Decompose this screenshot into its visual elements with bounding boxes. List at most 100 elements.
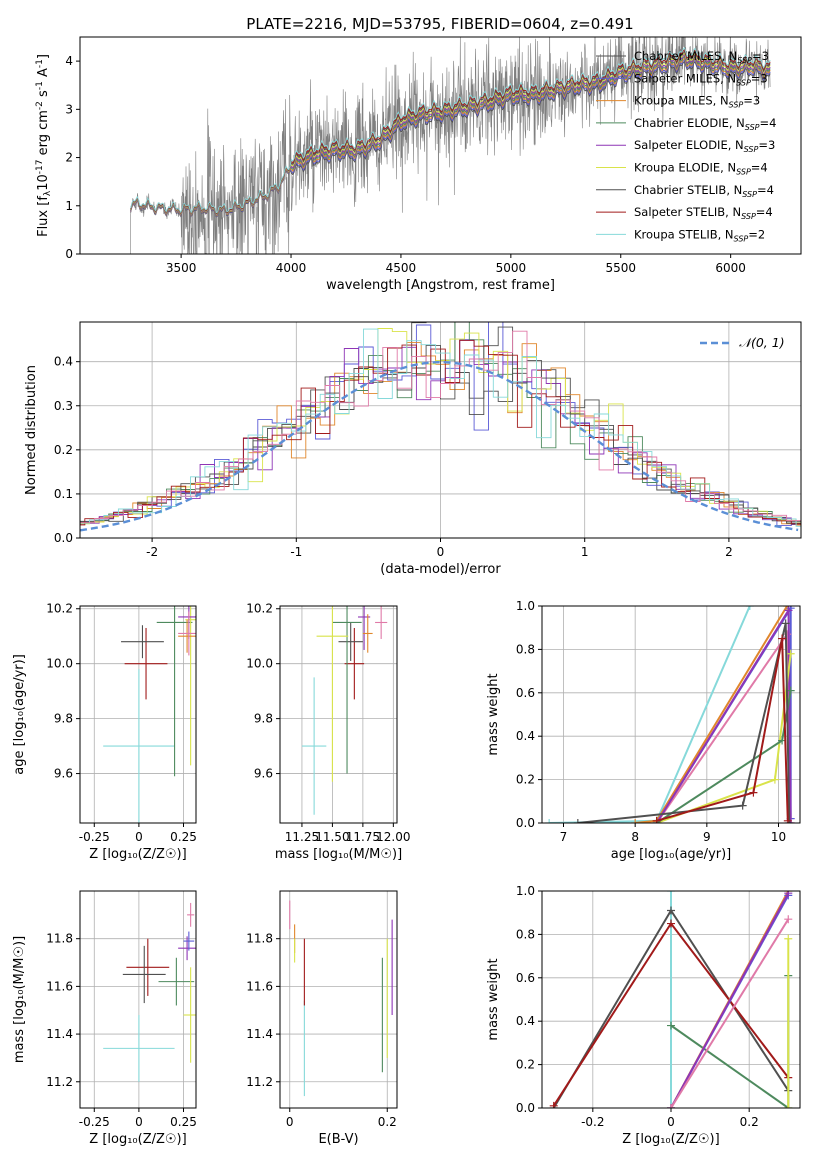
y-tick-label: 9.6 bbox=[54, 767, 73, 781]
y-tick-label: 10.0 bbox=[46, 657, 73, 671]
x-axis-label: wavelength [Angstrom, rest frame] bbox=[326, 278, 555, 293]
x-tick-label: -0.25 bbox=[79, 830, 110, 844]
legend-tail: =4 bbox=[756, 205, 773, 219]
x-tick-label: 6000 bbox=[715, 261, 746, 275]
error-bar-point bbox=[358, 606, 371, 650]
histogram-line-9 bbox=[80, 330, 801, 525]
y-tick-label: 0.0 bbox=[516, 1101, 535, 1115]
error-bar-point bbox=[121, 625, 164, 659]
x-axis-label: age [log₁₀(age/yr)] bbox=[611, 847, 732, 862]
y-label-part: ] bbox=[36, 54, 51, 59]
y-tick-label: 11.2 bbox=[46, 1075, 73, 1089]
x-tick-label: -0.2 bbox=[581, 1115, 604, 1129]
x-tick-label: -0.25 bbox=[79, 1115, 110, 1129]
axes-frame bbox=[279, 605, 398, 824]
plot-area-mw_vs_age bbox=[545, 606, 795, 823]
mass-weight-marker bbox=[770, 775, 779, 784]
x-tick-label: 0 bbox=[135, 830, 143, 844]
y-tick-label: 4 bbox=[65, 54, 73, 68]
y-tick-label: 9.6 bbox=[254, 767, 273, 781]
y-label-part: -1 bbox=[35, 81, 45, 90]
y-tick-label: 0.4 bbox=[516, 729, 535, 743]
x-tick-label: 2 bbox=[725, 545, 733, 559]
error-bar-point bbox=[122, 945, 166, 1004]
axes-frame bbox=[79, 605, 197, 824]
legend-tail: =3 bbox=[743, 94, 760, 108]
x-axis-label: Z [log₁₀(Z/Z☉)] bbox=[89, 1132, 186, 1147]
x-tick-label: 0 bbox=[286, 1115, 294, 1129]
mass-weight-marker bbox=[783, 816, 792, 823]
y-tick-label: 11.8 bbox=[246, 932, 273, 946]
mass-weight-marker bbox=[784, 891, 793, 898]
y-tick-label: 1.0 bbox=[516, 884, 535, 898]
x-tick-label: 0.2 bbox=[378, 1115, 397, 1129]
x-tick-label: 11.50 bbox=[315, 830, 349, 844]
mass-weight-marker bbox=[749, 788, 758, 797]
legend-tail: =4 bbox=[757, 183, 774, 197]
y-tick-label: 0.4 bbox=[54, 355, 73, 369]
y-tick-label: 10.2 bbox=[46, 602, 73, 616]
y-tick-label: 10.0 bbox=[246, 657, 273, 671]
error-bar-point bbox=[332, 606, 362, 774]
error-bar-point bbox=[124, 627, 168, 700]
y-tick-label: 9.8 bbox=[254, 712, 273, 726]
y-tick-label: 10.2 bbox=[246, 602, 273, 616]
axes-frame bbox=[79, 890, 197, 1109]
y-label-part: λ bbox=[43, 190, 53, 196]
x-tick-label: 4000 bbox=[276, 261, 307, 275]
y-axis-label: mass weight bbox=[486, 958, 501, 1040]
plot-area-residuals bbox=[80, 322, 801, 532]
plot-area-mass_vs_ebv bbox=[289, 900, 393, 1097]
legend-tail: =3 bbox=[758, 138, 775, 152]
legend-sub: SSP bbox=[729, 101, 744, 110]
legend-tail: =4 bbox=[760, 116, 777, 130]
y-tick-label: 0.6 bbox=[516, 686, 535, 700]
x-axis-label: Z [log₁₀(Z/Z☉)] bbox=[89, 847, 186, 862]
mass-weight-marker bbox=[786, 686, 795, 695]
y-tick-label: 11.4 bbox=[46, 1027, 73, 1041]
mass-weight-line-3 bbox=[670, 975, 790, 1108]
legend-sub: SSP bbox=[741, 212, 756, 221]
x-tick-label: 3500 bbox=[166, 261, 197, 275]
legend-entry: Kroupa ELODIE, NSSP=4 bbox=[634, 161, 768, 177]
error-bar-point bbox=[375, 606, 388, 639]
y-axis-label: mass weight bbox=[486, 673, 501, 755]
legend-sub: SSP bbox=[736, 78, 751, 87]
y-tick-label: 9.8 bbox=[54, 712, 73, 726]
x-tick-label: 12.00 bbox=[376, 830, 410, 844]
plot-area-mw_vs_z bbox=[549, 891, 793, 1108]
legend-sub: SSP bbox=[736, 168, 751, 177]
mass-weight-marker bbox=[784, 915, 793, 924]
x-tick-label: -1 bbox=[290, 545, 302, 559]
panel-mass_vs_z: -0.25 0 0.25 11.2 11.4 11.6 11.8 Z [log₁₀(Z/Z☉)… bbox=[12, 890, 197, 1147]
legend-label: Kroupa STELIB, N bbox=[634, 227, 734, 241]
y-tick-label: 0.8 bbox=[516, 642, 535, 656]
error-bar-point bbox=[316, 606, 349, 782]
panel-residuals: -2 -1 0 1 2 0.0 0.1 0.2 0.3 0.4 (data-model)/error… bbox=[24, 321, 802, 577]
error-bar-point bbox=[158, 957, 195, 1006]
axes-frame bbox=[541, 605, 801, 824]
legend-entry: Chabrier STELIB, NSSP=4 bbox=[634, 183, 774, 199]
y-tick-label: 2 bbox=[65, 151, 73, 165]
plot-area-age_vs_mass bbox=[301, 606, 388, 815]
legend-label: Salpeter STELIB, N bbox=[634, 205, 741, 219]
y-tick-label: 11.6 bbox=[46, 979, 73, 993]
y-tick-label: 3 bbox=[65, 102, 73, 116]
x-axis-label: Z [log₁₀(Z/Z☉)] bbox=[622, 1132, 719, 1147]
x-axis-label: E(B-V) bbox=[318, 1132, 358, 1147]
error-bar-point bbox=[103, 669, 175, 823]
panel-mw_vs_age: 7 8 9 10 0.0 0.2 0.4 0.6 0.8 1.0 age [log₁₀(age/yr… bbox=[486, 599, 801, 862]
legend-label: Salpeter MILES, N bbox=[634, 71, 736, 85]
y-label-part: erg cm bbox=[36, 110, 51, 159]
mass-weight-marker bbox=[667, 906, 675, 915]
error-bar-point bbox=[103, 1015, 175, 1082]
y-tick-label: 0.0 bbox=[54, 531, 73, 545]
x-tick-label: 0 bbox=[437, 545, 445, 559]
y-label-part: -17 bbox=[35, 160, 45, 175]
mass-weight-marker bbox=[738, 801, 747, 810]
mass-weight-line-3 bbox=[655, 631, 792, 823]
x-tick-label: 10 bbox=[771, 830, 786, 844]
histogram-line-7 bbox=[80, 339, 801, 526]
y-axis-label: Flux [fλ10-17 erg cm-2 s-1 A-1] bbox=[35, 54, 53, 237]
